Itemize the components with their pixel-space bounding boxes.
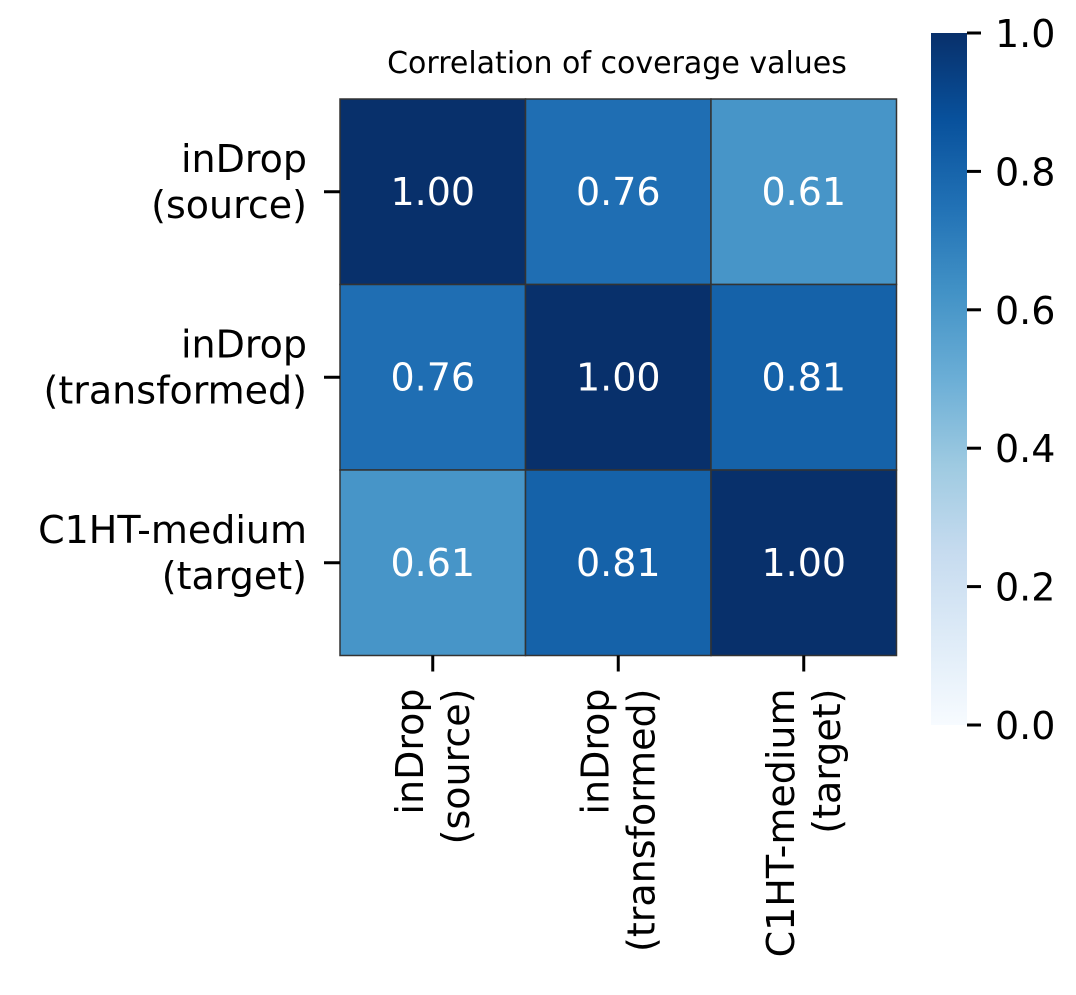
cell-value-r0c2: 0.61 (761, 170, 846, 214)
x-axis: inDrop(source) inDrop(transformed) C1HT-me… (388, 655, 849, 958)
y-tick-line: inDrop (181, 137, 307, 181)
x-tick-line: (target) (805, 689, 849, 834)
colorbar-ticks: 0.0 0.2 0.4 0.6 0.8 1.0 (967, 12, 1055, 748)
y-tick-line: inDrop (181, 322, 307, 366)
heatmap-cell-r0c1 (524, 98, 712, 286)
x-tick-line: (transformed) (619, 689, 663, 952)
heatmap-cells (339, 98, 898, 657)
colorbar-tick-label-1: 0.2 (995, 566, 1055, 610)
heatmap-cell-r0c0 (339, 98, 527, 286)
y-tick-line: (source) (151, 183, 307, 227)
heatmap-cell-r1c1 (524, 283, 712, 471)
heatmap-cell-r1c2 (710, 283, 898, 471)
heatmap-cell-r2c1 (524, 469, 712, 657)
y-tick-label-0: inDrop (source) (151, 137, 307, 227)
x-tick-label-2: C1HT-medium(target) (759, 689, 849, 958)
colorbar: 0.0 0.2 0.4 0.6 0.8 1.0 (931, 12, 1055, 748)
x-tick-line: inDrop (388, 689, 432, 815)
heatmap-cell-r0c2 (710, 98, 898, 286)
y-axis: inDrop (source)inDrop (transformed)C1HT-me… (38, 137, 340, 598)
x-tick-line: C1HT-medium (759, 689, 803, 958)
cell-value-r1c2: 0.81 (761, 355, 846, 399)
colorbar-tick-label-4: 0.8 (995, 150, 1055, 194)
cell-value-r1c0: 0.76 (390, 355, 475, 399)
cell-value-r2c1: 0.81 (576, 541, 661, 585)
colorbar-gradient (931, 33, 967, 725)
y-tick-label-2: C1HT-medium (target) (38, 508, 307, 598)
y-tick-line: (transformed) (44, 368, 307, 412)
y-tick-line: C1HT-medium (38, 508, 307, 552)
heatmap-cell-r1c0 (339, 283, 527, 471)
x-tick-line: inDrop (573, 689, 617, 815)
x-tick-label-1: inDrop(transformed) (573, 689, 663, 952)
cell-value-r1c1: 1.00 (576, 355, 661, 399)
chart-title: Correlation of coverage values (387, 46, 847, 81)
cell-value-r0c1: 0.76 (576, 170, 661, 214)
colorbar-tick-label-2: 0.4 (995, 427, 1055, 471)
x-tick-label-0: inDrop(source) (388, 689, 478, 845)
colorbar-tick-label-0: 0.0 (995, 704, 1055, 748)
cell-annotations: 1.00 0.76 0.61 0.76 1.00 0.81 0.61 0.81 1.00 (390, 170, 846, 585)
colorbar-tick-label-5: 1.0 (995, 12, 1055, 56)
y-tick-label-1: inDrop (transformed) (44, 322, 307, 412)
x-tick-line: (source) (434, 689, 478, 845)
colorbar-tick-label-3: 0.6 (995, 289, 1055, 333)
y-tick-line: (target) (162, 554, 307, 598)
cell-value-r2c2: 1.00 (761, 541, 846, 585)
cell-value-r2c0: 0.61 (390, 541, 475, 585)
cell-value-r0c0: 1.00 (390, 170, 475, 214)
